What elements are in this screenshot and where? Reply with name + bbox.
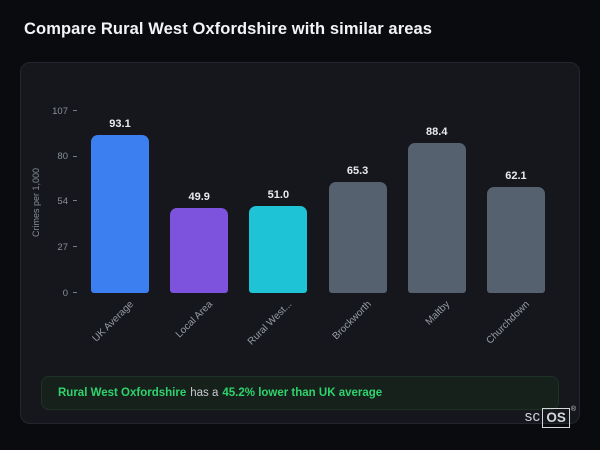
- summary-callout: Rural West Oxfordshire has a 45.2% lower…: [41, 376, 559, 410]
- registered-trademark-icon: ®: [570, 406, 576, 413]
- x-tick-label: Maltby: [423, 299, 453, 328]
- y-tick-mark: [73, 110, 77, 111]
- bar-group: 51.0 Rural West...: [246, 111, 308, 348]
- bar: [486, 187, 545, 293]
- callout-connector-text: has a: [190, 387, 219, 399]
- y-tick-mark: [73, 246, 77, 248]
- x-tick-label: UK Average: [90, 299, 136, 345]
- x-tick-label: Brockworth: [330, 299, 374, 343]
- bar: [407, 142, 466, 293]
- callout-stat-text: 45.2% lower than UK average: [222, 387, 383, 399]
- y-tick-mark: [73, 292, 77, 293]
- y-tick-label: 0: [62, 287, 68, 299]
- bar: [249, 206, 308, 293]
- page-title: Compare Rural West Oxfordshire with simi…: [24, 20, 433, 38]
- bar-group: 65.3 Brockworth: [328, 111, 387, 342]
- bar-value-label: 51.0: [267, 189, 290, 202]
- bar-value-label: 49.9: [188, 191, 210, 204]
- x-tick-label: Rural West...: [245, 299, 295, 348]
- bar-value-label: 93.1: [109, 117, 131, 130]
- y-tick-label: 107: [52, 105, 68, 117]
- y-tick-mark: [73, 155, 77, 157]
- logo-prefix: sc: [524, 408, 541, 425]
- bar-value-label: 65.3: [346, 164, 369, 177]
- bar: [328, 181, 387, 293]
- logo-boxed-text: OS: [542, 408, 570, 428]
- y-tick-label: 27: [57, 241, 68, 253]
- bar-value-label: 88.4: [426, 125, 448, 138]
- bar: [170, 208, 229, 293]
- bar-value-label: 62.1: [505, 170, 527, 183]
- y-tick-mark: [73, 200, 77, 202]
- bar: [91, 134, 149, 293]
- bar-group: 88.4 Maltby: [407, 111, 466, 328]
- y-axis: 0 27 54 80 107: [43, 106, 77, 297]
- x-tick-label: Churchdown: [484, 299, 532, 347]
- y-axis-label: Crimes per 1,000: [31, 167, 41, 237]
- scos-logo: sc OS ®: [524, 406, 576, 428]
- chart-card: Crimes per 1,000 0 27 54 80 107 93.1 UK Avera…: [20, 62, 580, 424]
- callout-area-name: Rural West Oxfordshire: [58, 387, 187, 399]
- y-tick-label: 80: [57, 151, 68, 163]
- bar-chart-plot-area: 93.1 UK Average 49.9 Local Area 51.0 Rural We…: [79, 111, 557, 348]
- bar-group: 93.1 UK Average: [90, 111, 149, 344]
- x-tick-label: Local Area: [173, 299, 215, 341]
- bar-group: 49.9 Local Area: [170, 111, 229, 340]
- bar-group: 62.1 Churchdown: [484, 111, 545, 346]
- y-tick-label: 54: [57, 195, 68, 207]
